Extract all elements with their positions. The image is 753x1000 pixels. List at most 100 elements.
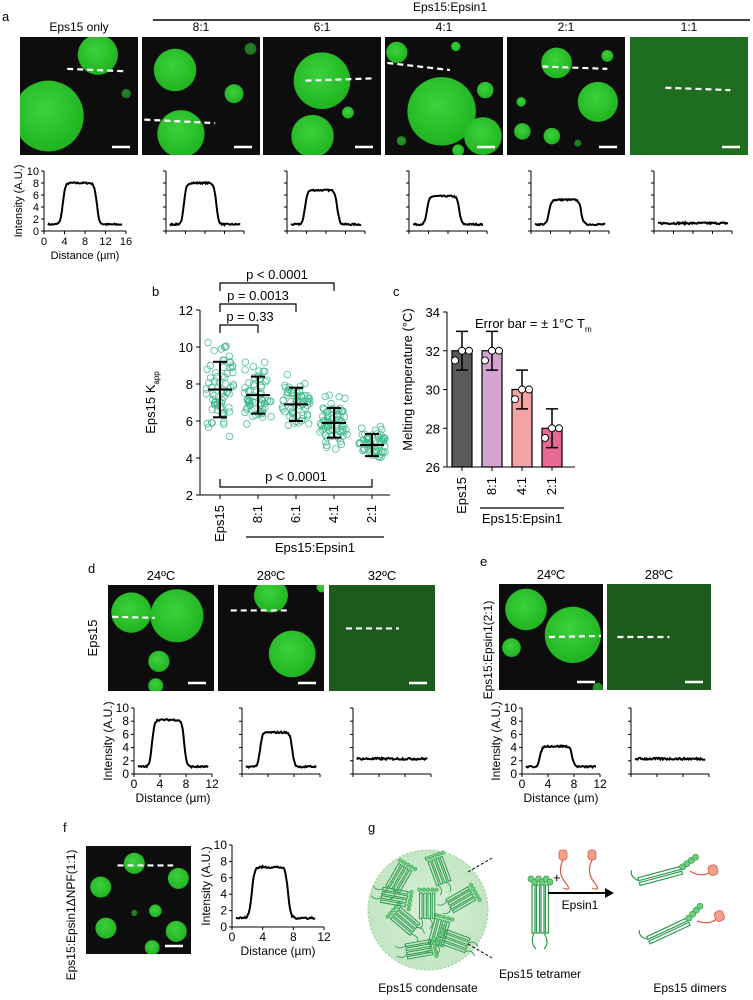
intensity-profile <box>356 756 428 762</box>
intensity-profile <box>47 180 123 227</box>
data-point <box>204 338 212 347</box>
coil <box>531 884 536 934</box>
x-tick-label: 8 <box>183 777 190 791</box>
domain-bead <box>406 906 411 912</box>
coil <box>423 892 427 920</box>
x-tick-label: 2:1 <box>364 505 379 523</box>
droplet <box>167 867 189 889</box>
domain-bead <box>432 853 437 858</box>
data-point <box>301 379 309 388</box>
data-point <box>322 443 331 451</box>
image-label: 32ºC <box>368 568 397 583</box>
reaction-arrowhead-icon <box>605 888 614 898</box>
epsin-head <box>587 849 597 861</box>
intensity-profile <box>169 180 241 227</box>
droplet <box>153 48 197 92</box>
coil <box>395 909 418 930</box>
data-point <box>341 394 349 403</box>
coil <box>540 884 545 934</box>
x-tick-label: 12 <box>593 777 607 791</box>
domain-bead <box>409 864 414 869</box>
droplet <box>268 630 316 678</box>
y-tick-label: 30 <box>426 383 440 398</box>
data-point <box>225 432 234 441</box>
intensity-profile <box>525 744 597 770</box>
y-tick-label: 2 <box>122 754 129 768</box>
data-point <box>465 346 473 355</box>
domain-bead <box>431 936 436 942</box>
droplet <box>148 678 164 691</box>
line-scan <box>144 118 216 125</box>
coil <box>392 912 416 933</box>
x-tick-label: 12 <box>99 236 111 248</box>
domain-bead <box>473 890 478 895</box>
domain-bead <box>435 940 440 945</box>
x-tick-label: 4:1 <box>514 477 529 495</box>
image-label: 24ºC <box>147 568 176 583</box>
domain-bead <box>409 890 414 895</box>
intensity-profile <box>137 718 209 769</box>
tail <box>410 926 425 942</box>
x-tick-label: Eps15 <box>212 505 227 542</box>
data-point <box>263 376 271 384</box>
data-point <box>240 389 249 397</box>
domain-bead <box>477 897 482 902</box>
domain-bead <box>434 887 439 892</box>
domain-bead <box>436 852 441 857</box>
data-point <box>278 403 287 411</box>
image-label: 6:1 <box>314 20 331 34</box>
coil <box>451 897 477 914</box>
y-axis-label: Melting temperature (°C) <box>400 308 415 450</box>
domain-bead <box>428 854 433 860</box>
coil <box>439 855 452 882</box>
data-point <box>219 363 228 372</box>
data-point <box>229 380 237 389</box>
data-point <box>243 405 251 414</box>
droplet <box>451 41 461 52</box>
data-point <box>511 395 519 404</box>
intensity-profile <box>534 197 606 227</box>
domain-bead <box>391 908 396 913</box>
significance-bracket <box>219 303 297 312</box>
line-scan <box>112 615 155 619</box>
domain-bead <box>437 936 442 941</box>
data-point <box>340 413 349 421</box>
domain-bead <box>417 887 422 892</box>
intensity-profile <box>657 220 729 227</box>
y-tick-label: 8 <box>186 377 193 392</box>
coil <box>385 862 402 888</box>
domain-bead <box>398 858 403 863</box>
tetramer-glyph <box>527 875 554 950</box>
data-point <box>290 419 298 427</box>
data-point <box>202 390 211 398</box>
coil <box>648 921 691 945</box>
droplet <box>95 917 117 939</box>
data-point <box>555 424 563 433</box>
tail <box>465 941 479 957</box>
panel-c: 26 28 30 32 34 Melting temperature (°C) Error … <box>400 305 592 526</box>
image-label: 8:1 <box>193 20 210 34</box>
y-tick-label: 2 <box>186 488 193 503</box>
dimer-label: Eps15 dimers <box>653 981 726 995</box>
droplet <box>20 80 84 152</box>
data-point <box>221 343 229 351</box>
data-point <box>379 448 387 456</box>
domain-bead <box>421 887 426 892</box>
y-tick-label: 8 <box>220 854 227 868</box>
coil <box>449 893 475 910</box>
domain-bead <box>471 886 476 891</box>
coil <box>445 885 471 903</box>
x-tick-label: 4 <box>61 236 67 248</box>
tetramer-glyph <box>370 885 414 912</box>
data-point <box>249 380 258 389</box>
y-tick-label: 6 <box>33 190 39 202</box>
data-point <box>260 399 269 408</box>
data-point <box>248 397 256 406</box>
group-label: Eps15:Epsin1 <box>482 511 562 526</box>
micrograph <box>329 585 435 691</box>
data-point <box>481 356 489 365</box>
y-tick-label: 0 <box>510 767 517 781</box>
x-tick-label: 0 <box>41 236 47 248</box>
data-point <box>245 379 253 387</box>
